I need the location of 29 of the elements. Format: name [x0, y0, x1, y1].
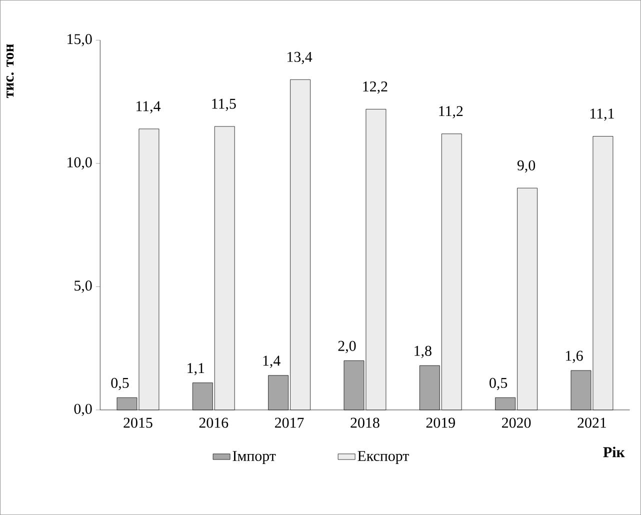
x-tick-label: 2017	[275, 418, 304, 428]
x-tick-label: 2016	[199, 418, 228, 428]
data-label: 9,0	[517, 160, 536, 173]
y-axis-title: тис. тон	[6, 44, 14, 98]
legend-label: Експорт	[358, 451, 409, 464]
data-label: 1,4	[263, 356, 280, 368]
y-tick-label: 5,0	[74, 280, 92, 293]
data-label: 11,5	[212, 98, 236, 111]
data-label: 2,0	[338, 340, 356, 354]
data-label: 11,4	[136, 101, 161, 114]
x-tick-label: 2019	[426, 418, 455, 428]
x-axis-title: Рік	[603, 446, 625, 458]
data-label: 11,1	[590, 108, 614, 121]
data-label: 13,4	[288, 52, 312, 64]
y-tick-label: 10,0	[68, 157, 92, 170]
x-tick-label: 2021	[578, 418, 606, 428]
x-tick-label: 2015	[124, 418, 152, 428]
data-label: 1,8	[414, 346, 432, 358]
data-label: 0,5	[490, 378, 508, 390]
x-tick-label: 2018	[350, 418, 380, 428]
data-label: 11,2	[439, 106, 463, 118]
data-label: 1,1	[188, 363, 204, 376]
legend-label: Імпорт	[232, 451, 276, 464]
data-label: 0,5	[111, 378, 129, 390]
data-label: 12,2	[363, 81, 388, 94]
y-tick-label: 15,0	[68, 34, 92, 46]
x-tick-label: 2020	[502, 418, 531, 428]
data-label: 1,6	[566, 350, 583, 363]
y-tick-label: 0,0	[74, 404, 92, 416]
